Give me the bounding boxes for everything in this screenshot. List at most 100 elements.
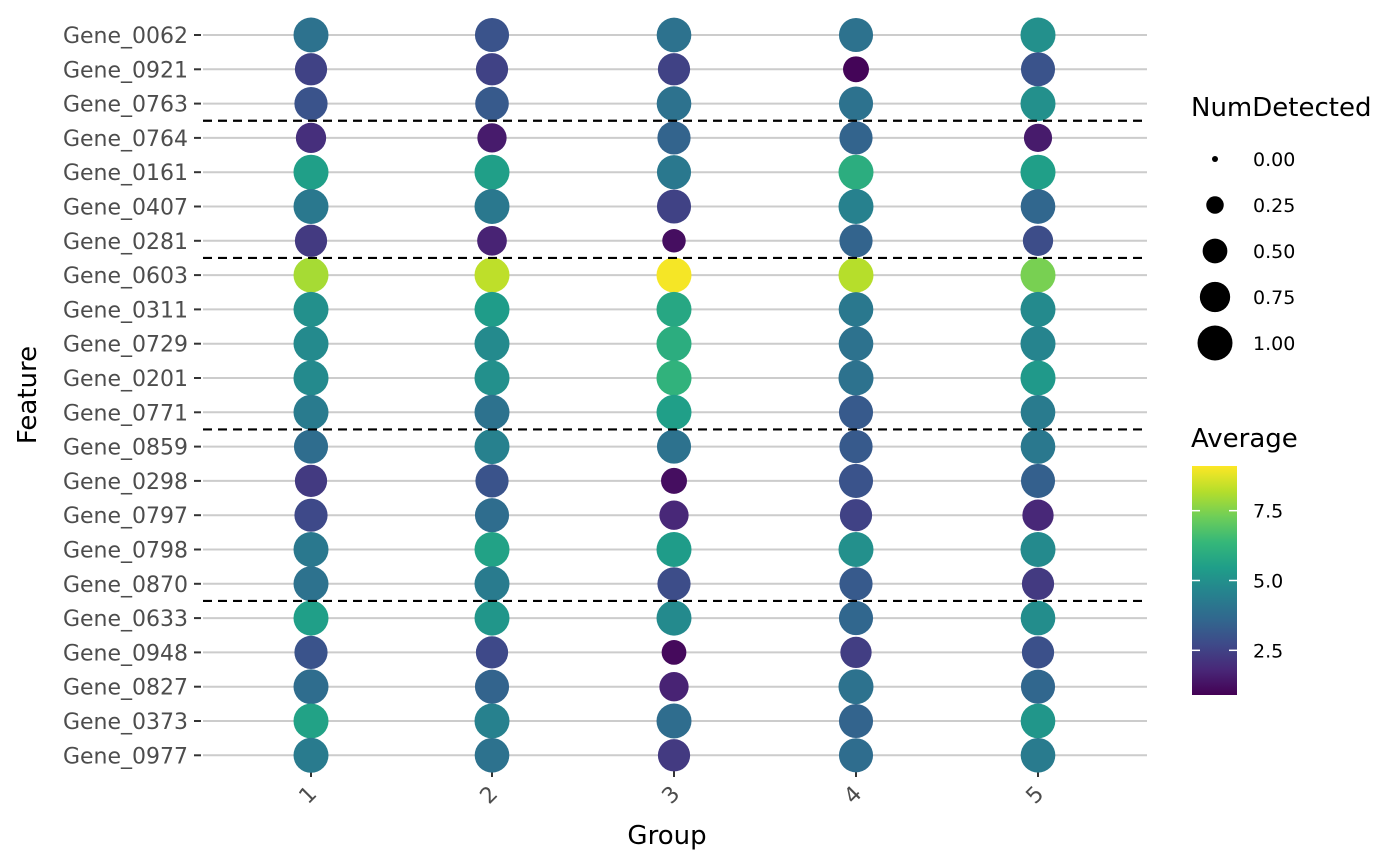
dot-Gene_0407-group-4: [838, 189, 874, 224]
dot-Gene_0859-group-3: [656, 429, 692, 464]
y-tick-label-Gene_0764: Gene_0764: [63, 127, 188, 152]
dot-Gene_0948-group-1: [294, 635, 328, 670]
dot-Gene_0763-group-4: [838, 86, 874, 121]
dot-Gene_0870-group-4: [839, 567, 873, 601]
dot-Gene_0827-group-3: [659, 672, 689, 702]
dot-Gene_0921-group-5: [1020, 52, 1056, 87]
dot-Gene_0771-group-1: [293, 394, 329, 430]
dot-Gene_0729-group-4: [838, 326, 874, 362]
dot-Gene_0298-group-3: [661, 467, 687, 494]
y-tick-label-Gene_0763: Gene_0763: [63, 93, 188, 118]
y-tick-label-Gene_0729: Gene_0729: [63, 333, 188, 358]
dot-Gene_0311-group-1: [293, 291, 329, 327]
dot-Gene_0764-group-1: [295, 122, 327, 154]
dot-Gene_0798-group-2: [474, 532, 510, 567]
dot-Gene_0311-group-2: [474, 291, 510, 327]
dot-Gene_0870-group-3: [657, 567, 691, 601]
size-legend-title: NumDetected: [1191, 93, 1371, 123]
dot-Gene_0729-group-3: [656, 326, 692, 362]
y-tick-label-Gene_0798: Gene_0798: [63, 539, 188, 564]
size-legend-label-0.25: 0.25: [1253, 195, 1295, 217]
x-tick-label-2: 2: [476, 782, 504, 810]
x-tick-label-1: 1: [295, 782, 323, 810]
dot-Gene_0763-group-2: [475, 86, 509, 121]
dot-Gene_0797-group-1: [294, 498, 328, 532]
dot-Gene_0311-group-4: [838, 292, 874, 327]
dot-Gene_0373-group-5: [1020, 703, 1056, 739]
dot-Gene_0798-group-4: [838, 532, 874, 567]
dot-Gene_0797-group-5: [1022, 499, 1054, 531]
y-tick-label-Gene_0633: Gene_0633: [63, 607, 188, 632]
dot-Gene_0407-group-1: [293, 189, 329, 224]
y-tick-label-Gene_0161: Gene_0161: [63, 161, 188, 186]
dot-Gene_0298-group-5: [1020, 463, 1056, 498]
dot-Gene_0763-group-5: [1020, 86, 1056, 122]
y-tick-label-Gene_0062: Gene_0062: [63, 24, 188, 49]
dot-Gene_0764-group-3: [657, 121, 691, 155]
dot-Gene_0603-group-5: [1020, 257, 1056, 293]
y-tick-label-Gene_0948: Gene_0948: [63, 641, 188, 666]
y-tick-label-Gene_0921: Gene_0921: [63, 58, 188, 83]
dot-Gene_0948-group-5: [1021, 636, 1055, 669]
dot-Gene_0797-group-4: [839, 499, 873, 532]
dot-Gene_0764-group-2: [477, 123, 507, 153]
dot-Gene_0729-group-1: [293, 326, 329, 362]
dot-Gene_0311-group-5: [1020, 291, 1056, 327]
size-legend-label-1.00: 1.00: [1253, 333, 1295, 355]
dot-Gene_0298-group-4: [838, 463, 874, 498]
size-legend-label-0.50: 0.50: [1253, 241, 1295, 263]
y-tick-label-Gene_0870: Gene_0870: [63, 573, 188, 598]
dot-Gene_0062-group-4: [838, 17, 874, 53]
y-tick-label-Gene_0603: Gene_0603: [63, 264, 188, 289]
dot-Gene_0633-group-2: [474, 600, 510, 636]
dot-Gene_0062-group-2: [474, 17, 510, 53]
dot-Gene_0373-group-3: [656, 703, 692, 739]
dot-Gene_0921-group-2: [475, 53, 509, 86]
size-legend-label-0.75: 0.75: [1253, 287, 1295, 309]
y-tick-label-Gene_0859: Gene_0859: [63, 436, 188, 461]
dot-Gene_0161-group-1: [293, 154, 329, 190]
size-legend-key-0.25: [1206, 196, 1224, 214]
dot-Gene_0797-group-3: [659, 500, 689, 530]
dot-Gene_0859-group-5: [1020, 429, 1056, 464]
dot-Gene_0948-group-3: [661, 640, 687, 665]
y-tick-label-Gene_0201: Gene_0201: [63, 367, 188, 392]
y-tick-label-Gene_0827: Gene_0827: [63, 676, 188, 701]
dot-Gene_0373-group-1: [293, 703, 329, 739]
dot-Gene_0633-group-1: [293, 600, 329, 636]
dot-Gene_0977-group-3: [657, 739, 691, 772]
y-tick-label-Gene_0281: Gene_0281: [63, 230, 188, 255]
dot-Gene_0281-group-3: [662, 229, 686, 253]
dot-Gene_0771-group-4: [838, 395, 874, 430]
dot-Gene_0870-group-1: [293, 566, 329, 602]
dot-Gene_0281-group-1: [294, 224, 328, 257]
dot-Gene_0977-group-2: [474, 737, 510, 773]
y-tick-label-Gene_0797: Gene_0797: [63, 504, 188, 529]
x-tick-label-3: 3: [658, 782, 686, 810]
dot-Gene_0603-group-3: [656, 257, 692, 293]
dot-Gene_0764-group-4: [839, 121, 873, 155]
color-legend-title: Average: [1191, 424, 1298, 454]
dot-Gene_0201-group-1: [293, 360, 329, 396]
dot-Gene_0764-group-5: [1023, 123, 1053, 153]
dot-Gene_0827-group-5: [1020, 669, 1056, 704]
dot-Gene_0763-group-1: [294, 87, 328, 121]
color-legend: Average 2.5 5.0 7.5: [1191, 424, 1298, 695]
dot-Gene_0311-group-3: [656, 291, 692, 327]
dot-Gene_0948-group-4: [840, 636, 872, 669]
dot-Gene_0870-group-5: [1021, 567, 1055, 600]
y-tick-label-Gene_0771: Gene_0771: [63, 401, 188, 426]
dot-Gene_0729-group-2: [474, 326, 510, 362]
dot-Gene_0870-group-2: [474, 566, 510, 602]
dot-Gene_0407-group-5: [1020, 189, 1056, 224]
dot-Gene_0373-group-2: [474, 703, 510, 739]
dot-Gene_0281-group-5: [1022, 225, 1054, 256]
x-tick-label-5: 5: [1022, 782, 1050, 810]
dot-Gene_0603-group-1: [293, 257, 329, 293]
dot-Gene_0827-group-1: [293, 669, 329, 705]
dot-Gene_0977-group-4: [838, 738, 874, 773]
dot-Gene_0633-group-3: [656, 600, 692, 636]
dot-Gene_0729-group-5: [1020, 326, 1056, 362]
